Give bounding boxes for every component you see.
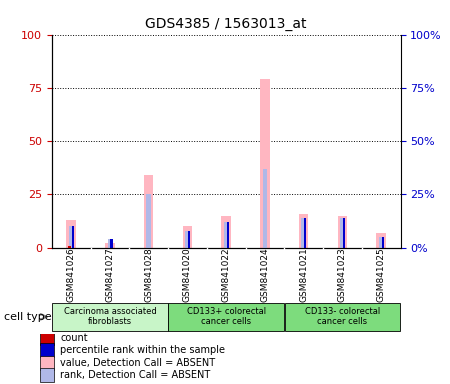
Text: CD133+ colorectal
cancer cells: CD133+ colorectal cancer cells [187,307,266,326]
Bar [260,79,270,248]
Text: GSM841027: GSM841027 [105,247,114,302]
Bar [183,227,192,248]
Bar [69,227,73,248]
Bar [168,303,284,331]
Bar [40,356,54,369]
Bar [146,194,151,248]
Bar [285,303,400,331]
Text: GSM841022: GSM841022 [221,247,230,302]
Text: GSM841023: GSM841023 [338,247,347,302]
Bar [338,216,347,248]
Bar [40,331,54,344]
Bar [221,216,231,248]
Bar [224,222,229,248]
Bar [262,169,267,248]
Text: GSM841020: GSM841020 [183,247,192,302]
Bar [382,237,384,248]
Text: count: count [60,333,88,343]
Bar [302,218,306,248]
Bar [144,175,153,248]
Bar [226,222,229,248]
Text: GSM841025: GSM841025 [377,247,386,302]
Bar [343,218,345,248]
Text: rank, Detection Call = ABSENT: rank, Detection Call = ABSENT [60,370,211,380]
Text: CD133- colorectal
cancer cells: CD133- colorectal cancer cells [305,307,380,326]
Bar [66,220,76,248]
Text: value, Detection Call = ABSENT: value, Detection Call = ABSENT [60,358,216,367]
Text: GSM841026: GSM841026 [67,247,76,302]
Title: GDS4385 / 1563013_at: GDS4385 / 1563013_at [145,17,307,31]
Text: GSM841024: GSM841024 [261,247,270,302]
Bar [40,343,54,357]
Text: GSM841028: GSM841028 [144,247,153,302]
Bar [188,231,190,248]
Bar [105,243,115,248]
Bar [299,214,308,248]
Bar [40,368,54,382]
Bar [68,245,71,248]
Bar [108,239,112,248]
Text: GSM841021: GSM841021 [299,247,308,302]
Text: Carcinoma associated
fibroblasts: Carcinoma associated fibroblasts [63,307,156,326]
Bar [340,218,345,248]
Text: cell type: cell type [4,312,52,322]
Bar [185,231,190,248]
Bar [304,218,306,248]
Bar [110,239,112,248]
Bar [379,237,383,248]
Text: percentile rank within the sample: percentile rank within the sample [60,345,225,355]
Bar [52,303,167,331]
Bar [376,233,386,248]
Bar [72,227,74,248]
